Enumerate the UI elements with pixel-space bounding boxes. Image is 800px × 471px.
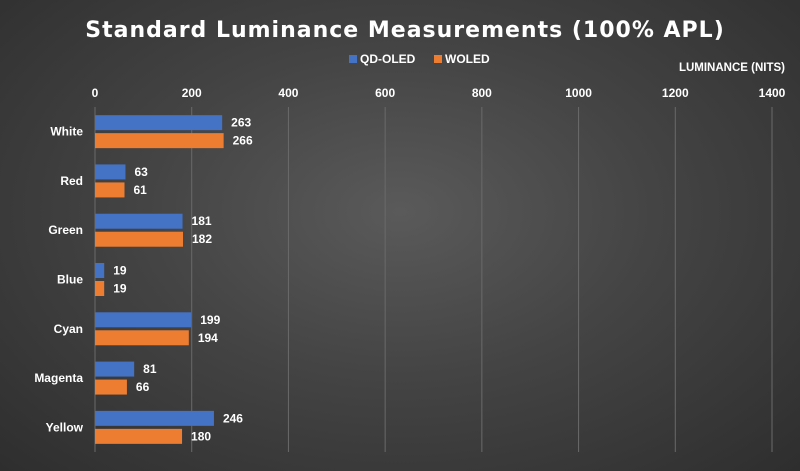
bar-qd-oled-magenta [95,361,135,377]
data-label-qd-oled-magenta: 81 [143,362,157,376]
x-tick-label-800: 800 [472,86,492,100]
legend-label-qd-oled: QD-OLED [360,52,416,66]
data-label-woled-magenta: 66 [136,380,150,394]
bar-qd-oled-cyan [95,312,192,328]
category-label-blue: Blue [57,273,83,287]
x-tick-label-400: 400 [278,86,298,100]
category-label-white: White [50,125,83,139]
category-label-cyan: Cyan [54,322,83,336]
x-axis-ticks: 0 200 400 600 800 1000 1200 1400 [92,86,786,100]
category-label-red: Red [60,174,83,188]
data-label-woled-green: 182 [192,232,212,246]
data-label-qd-oled-green: 181 [192,214,212,228]
bars [95,115,224,444]
bar-woled-green [95,231,184,247]
bar-woled-red [95,182,125,198]
bar-woled-yellow [95,428,183,444]
legend-swatch-woled [434,55,442,63]
chart-title: Standard Luminance Measurements (100% AP… [85,18,725,43]
bar-woled-cyan [95,330,189,346]
data-label-woled-blue: 19 [113,282,127,296]
data-labels: 263 266 63 61 181 182 19 19 199 194 81 66 246 180 [113,116,253,444]
x-tick-label-1400: 1400 [759,86,786,100]
x-tick-label-1200: 1200 [662,86,689,100]
legend-swatch-qd-oled [349,55,357,63]
x-tick-label-0: 0 [92,86,99,100]
bar-qd-oled-yellow [95,410,214,426]
bar-qd-oled-green [95,213,183,229]
data-label-qd-oled-yellow: 246 [223,411,243,425]
data-label-qd-oled-white: 263 [231,116,251,130]
bar-woled-blue [95,281,105,296]
bar-woled-magenta [95,379,127,395]
data-label-qd-oled-cyan: 199 [200,313,220,327]
x-tick-label-1000: 1000 [565,86,592,100]
x-tick-label-600: 600 [375,86,395,100]
bar-woled-white [95,133,224,149]
data-label-qd-oled-blue: 19 [113,264,127,278]
data-label-woled-red: 61 [133,183,147,197]
legend-label-woled: WOLED [445,52,490,66]
data-label-woled-yellow: 180 [191,429,211,443]
bar-qd-oled-blue [95,263,105,278]
data-label-qd-oled-red: 63 [134,165,148,179]
category-label-green: Green [48,223,83,237]
bar-qd-oled-red [95,164,126,180]
category-label-magenta: Magenta [34,371,83,385]
x-tick-label-200: 200 [182,86,202,100]
x-axis-title: LUMINANCE (NITS) [679,62,785,74]
gridlines [94,107,773,452]
category-label-yellow: Yellow [46,420,84,434]
data-label-woled-cyan: 194 [198,331,218,345]
legend: QD-OLED WOLED [349,52,490,66]
data-label-woled-white: 266 [233,134,253,148]
bar-qd-oled-white [95,115,223,131]
category-labels: White Red Green Blue Cyan Magenta Yellow [34,125,83,435]
